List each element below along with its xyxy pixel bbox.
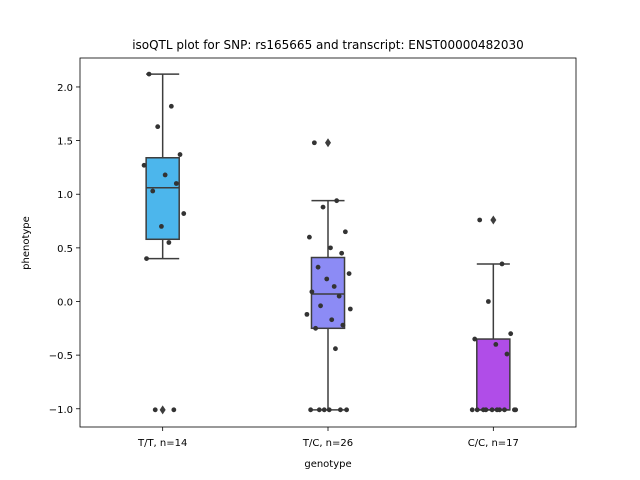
data-point	[171, 407, 177, 413]
data-point	[334, 198, 340, 204]
data-point	[320, 204, 326, 210]
data-point	[477, 217, 483, 223]
iqr-box	[476, 338, 511, 411]
data-point	[502, 407, 507, 413]
data-point	[483, 407, 489, 413]
chart-title: isoQTL plot for SNP: rs165665 and transc…	[132, 38, 524, 52]
data-point	[513, 407, 519, 413]
data-point	[308, 407, 314, 413]
data-point	[162, 172, 168, 178]
y-tick-label: −0.5	[49, 351, 73, 362]
data-point	[173, 181, 179, 186]
data-point	[331, 284, 337, 289]
outlier-marker	[490, 215, 497, 225]
data-point	[347, 306, 353, 312]
data-point	[494, 407, 500, 413]
data-point	[472, 336, 478, 342]
data-point	[307, 234, 312, 240]
data-point	[315, 264, 321, 270]
x-tick-label: T/T, n=14	[137, 438, 187, 449]
data-point	[318, 303, 323, 309]
y-tick-label: 1.0	[57, 190, 73, 201]
box-group-2	[304, 138, 353, 413]
data-point	[181, 211, 187, 216]
data-point	[141, 162, 147, 168]
data-point	[342, 229, 348, 235]
data-point	[469, 407, 475, 413]
y-tick-label: 0.0	[57, 297, 73, 308]
data-point	[309, 289, 315, 295]
y-tick-label: 1.5	[57, 137, 73, 148]
data-point	[316, 407, 322, 413]
data-point	[344, 407, 349, 413]
data-point	[333, 346, 338, 352]
data-point	[328, 245, 333, 251]
data-point	[485, 299, 491, 304]
x-tick-label: C/C, n=17	[468, 438, 519, 449]
data-point	[340, 322, 346, 328]
data-point	[146, 71, 152, 77]
data-point	[339, 250, 345, 256]
data-point	[326, 407, 332, 413]
data-point	[329, 317, 335, 323]
data-point	[493, 342, 499, 347]
y-tick-label: 2.0	[57, 83, 73, 94]
box-group-3	[469, 215, 519, 413]
data-point	[474, 407, 480, 413]
data-point	[313, 325, 318, 331]
data-point	[336, 293, 342, 299]
data-point	[144, 256, 149, 261]
y-axis-label: phenotype	[21, 216, 32, 270]
y-tick-label: −1.0	[49, 405, 73, 416]
data-point	[168, 103, 174, 109]
outlier-marker	[159, 405, 166, 415]
data-point	[324, 276, 330, 282]
x-axis-label: genotype	[304, 459, 351, 470]
data-point	[166, 240, 172, 245]
data-point	[155, 124, 161, 130]
x-tick-label: T/C, n=26	[302, 438, 353, 449]
box-group-1	[141, 71, 187, 415]
outlier-marker	[325, 138, 331, 148]
data-point	[152, 407, 158, 413]
data-point	[508, 331, 514, 337]
data-point	[346, 271, 352, 277]
data-point	[321, 407, 327, 413]
plot-area	[141, 71, 519, 415]
axes: −1.0 −0.5 0.0 0.5 1.0 1.5 2.0 T/T, n=14 T/C, n=2…	[49, 83, 519, 449]
data-point	[150, 188, 156, 194]
data-point	[177, 152, 183, 157]
data-point	[489, 407, 495, 413]
data-point	[499, 261, 505, 267]
data-point	[504, 351, 510, 357]
data-point	[311, 140, 317, 146]
data-point	[159, 224, 164, 229]
data-point	[338, 407, 343, 413]
y-tick-label: 0.5	[57, 244, 73, 255]
data-point	[304, 311, 310, 317]
